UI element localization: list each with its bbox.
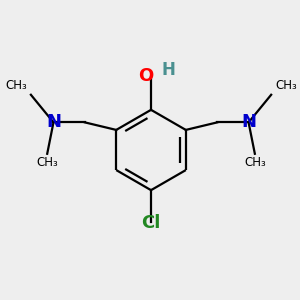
Text: H: H bbox=[161, 61, 175, 79]
Text: N: N bbox=[241, 113, 256, 131]
Text: N: N bbox=[46, 113, 61, 131]
Text: CH₃: CH₃ bbox=[275, 79, 297, 92]
Text: CH₃: CH₃ bbox=[5, 79, 27, 92]
Text: O: O bbox=[138, 67, 154, 85]
Text: CH₃: CH₃ bbox=[244, 156, 266, 169]
Text: CH₃: CH₃ bbox=[36, 156, 58, 169]
Text: Cl: Cl bbox=[141, 214, 161, 232]
